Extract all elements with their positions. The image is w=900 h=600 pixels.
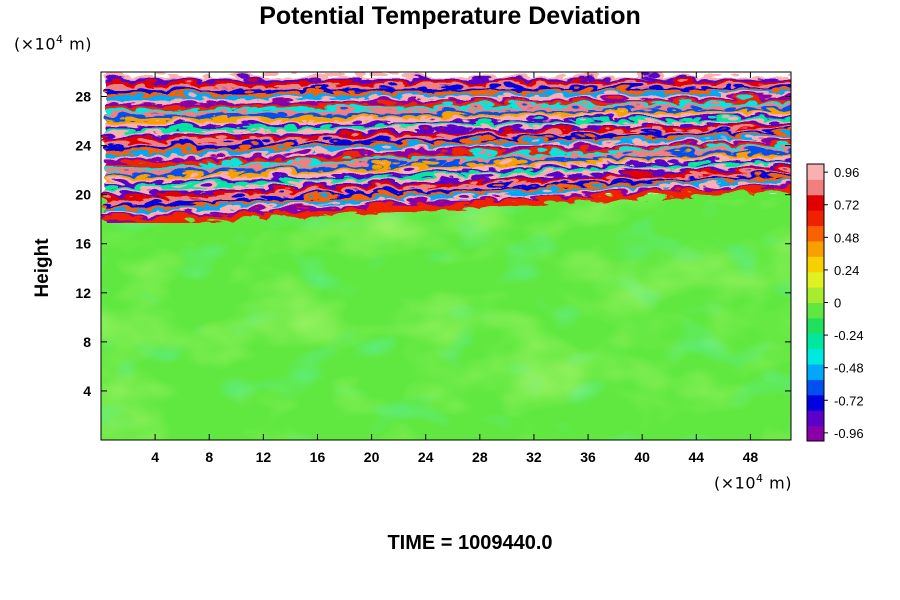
colorbar-swatch xyxy=(807,240,824,257)
colorbar-tick-label: 0.24 xyxy=(834,263,859,278)
y-tick-label: 24 xyxy=(75,138,91,154)
strato-band xyxy=(101,100,791,113)
plot-frame xyxy=(100,71,792,441)
strato-band xyxy=(101,117,791,137)
strato-band xyxy=(101,112,791,130)
y-tick-label: 16 xyxy=(75,236,91,252)
strato-band xyxy=(101,82,791,90)
strato-band xyxy=(101,123,791,144)
strato-band xyxy=(101,87,791,96)
colorbar-tick-label: -0.24 xyxy=(834,328,864,343)
strato-band xyxy=(101,97,791,110)
colorbar-swatch xyxy=(807,256,824,273)
x-tick-label: 16 xyxy=(310,449,326,465)
y-tick-label: 28 xyxy=(75,89,91,105)
strato-band xyxy=(101,84,791,93)
troposphere-cyan-texture xyxy=(101,194,791,440)
strato-band xyxy=(101,94,791,107)
colorbar-swatch xyxy=(807,271,824,288)
x-tick-label: 28 xyxy=(472,449,488,465)
y-axis: 4 8 12 16 20 24 28 xyxy=(75,89,791,399)
x-axis: 4 8 12 16 20 24 28 32 36 40 44 48 xyxy=(151,72,758,465)
x-tick-label: 44 xyxy=(689,449,705,465)
stratosphere-wave-region xyxy=(101,72,791,223)
x-tick-label: 12 xyxy=(256,449,272,465)
colorbar-tick-label: 0.48 xyxy=(834,230,859,245)
y-tick-label: 8 xyxy=(83,334,91,350)
colorbar-swatch xyxy=(807,164,824,180)
strato-band xyxy=(101,133,791,157)
x-tick-label: 32 xyxy=(526,449,542,465)
colorbar-tick-label: 0.72 xyxy=(834,198,859,213)
heatmap-field xyxy=(101,72,791,440)
x-tick-label: 8 xyxy=(205,449,213,465)
strato-band xyxy=(101,102,791,117)
strato-band xyxy=(101,130,791,154)
strato-band xyxy=(101,110,791,127)
colorbar-swatch xyxy=(807,348,824,365)
colorbar-tick-label: -0.72 xyxy=(834,393,864,408)
colorbar-swatch xyxy=(807,425,824,442)
strato-band xyxy=(101,92,791,103)
strato-band xyxy=(101,72,791,76)
strato-band xyxy=(101,115,791,134)
strato-band xyxy=(101,125,791,147)
x-tick-label: 24 xyxy=(418,449,434,465)
x-tick-label: 20 xyxy=(364,449,380,465)
x-tick-label: 48 xyxy=(743,449,759,465)
strato-band xyxy=(101,79,791,86)
strato-band xyxy=(101,181,791,223)
strato-band xyxy=(101,107,791,123)
y-axis-unit: (×104 m) xyxy=(14,33,92,54)
strato-band xyxy=(101,138,791,164)
y-tick-label: 12 xyxy=(75,285,91,301)
colorbar-swatch xyxy=(807,194,824,211)
colorbar-tick-label: -0.96 xyxy=(834,426,864,441)
colorbar-swatch xyxy=(807,287,824,303)
colorbar-swatch xyxy=(807,394,824,411)
x-tick-label: 40 xyxy=(634,449,650,465)
colorbar-swatch xyxy=(807,210,824,227)
colorbar-tick-label: 0 xyxy=(834,296,841,311)
strato-band xyxy=(101,120,791,140)
colorbar-swatch xyxy=(807,410,824,427)
x-tick-label: 4 xyxy=(151,449,159,465)
colorbar-swatch xyxy=(807,333,824,350)
chart-title: Potential Temperature Deviation xyxy=(259,2,641,30)
colorbar-swatch xyxy=(807,317,824,334)
colorbar-swatch xyxy=(807,379,824,396)
colorbar-swatch xyxy=(807,179,824,196)
x-axis-unit: (×104 m) xyxy=(714,472,792,493)
strato-band xyxy=(101,105,791,120)
strato-band xyxy=(101,128,791,150)
y-tick-label: 4 xyxy=(83,383,91,399)
time-label: TIME = 1009440.0 xyxy=(387,532,553,554)
colorbar-swatch xyxy=(807,302,824,319)
y-tick-label: 20 xyxy=(75,187,91,203)
colorbar-tick-label: -0.48 xyxy=(834,361,864,376)
x-tick-label: 36 xyxy=(580,449,596,465)
colorbar-swatch xyxy=(807,364,824,380)
strato-band xyxy=(101,89,791,100)
colorbar-swatch xyxy=(807,225,824,242)
colorbar: 0.96 0.72 0.48 0.24 0 -0.24 -0.48 -0.72 -0.96 xyxy=(806,163,864,442)
colorbar-tick-label: 0.96 xyxy=(834,165,859,180)
strato-band xyxy=(101,135,791,161)
